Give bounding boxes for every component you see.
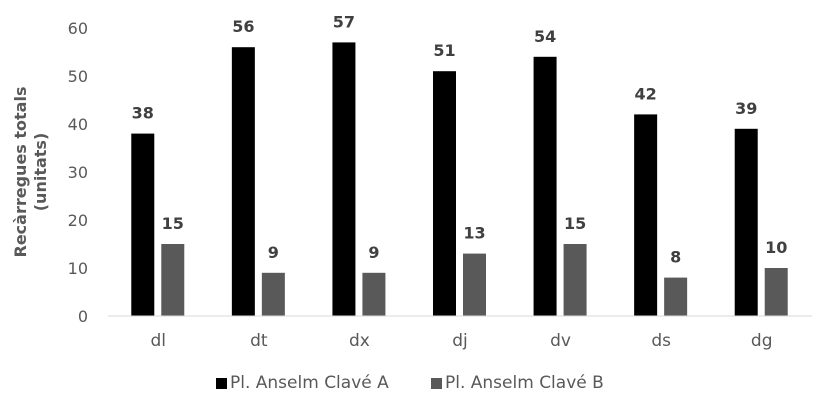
data-label-series-2: 8 [670, 248, 681, 267]
bar-series-1 [734, 128, 758, 316]
data-label-series-2: 15 [564, 214, 586, 233]
data-label-series-1: 54 [534, 27, 556, 46]
x-tick-label: dx [349, 331, 370, 351]
x-axis-tick-labels: dl dt dx dj dv ds dg [151, 331, 773, 351]
y-axis-ticks: 0 10 20 30 40 50 60 [68, 19, 88, 326]
data-label-series-2: 15 [162, 214, 184, 233]
legend-swatch-series-1 [216, 378, 227, 389]
data-label-series-1: 57 [333, 12, 355, 31]
bar-series-1 [634, 114, 658, 317]
y-tick-label: 50 [68, 67, 88, 86]
y-axis-title-line-2: (unitats) [31, 133, 50, 212]
bar-series-1 [131, 133, 155, 316]
bar-series-1 [231, 47, 255, 316]
y-tick-label: 10 [68, 259, 88, 278]
bar-series-1 [533, 56, 557, 317]
legend-label-series-2: Pl. Anselm Clavé B [445, 373, 604, 393]
y-tick-label: 60 [68, 19, 88, 38]
x-tick-label: dg [751, 331, 773, 351]
data-label-series-1: 56 [232, 17, 254, 36]
bar-series-2 [764, 268, 788, 316]
y-tick-label: 20 [68, 211, 88, 230]
y-tick-label: 30 [68, 163, 88, 182]
data-labels: 38 15 56 9 57 9 51 13 54 15 42 8 39 10 [132, 12, 788, 266]
bar-series-2 [362, 272, 386, 316]
data-label-series-1: 39 [735, 99, 757, 118]
x-tick-label: dv [550, 331, 571, 351]
y-tick-label: 0 [78, 307, 88, 326]
bar-series-2 [563, 244, 587, 316]
x-tick-label: dl [151, 331, 167, 351]
x-tick-label: ds [651, 331, 671, 351]
y-axis-title-line-1: Recàrregues totals [11, 87, 30, 258]
legend-label-series-1: Pl. Anselm Clavé A [230, 373, 389, 393]
y-axis-title: Recàrregues totals (unitats) [11, 87, 50, 258]
bars [131, 42, 788, 317]
legend: Pl. Anselm Clavé A Pl. Anselm Clavé B [216, 373, 604, 393]
y-tick-label: 40 [68, 115, 88, 134]
x-tick-label: dj [452, 331, 468, 351]
data-label-series-2: 10 [765, 238, 787, 257]
legend-swatch-series-2 [431, 378, 442, 389]
data-label-series-1: 42 [635, 84, 657, 103]
data-label-series-2: 9 [368, 243, 379, 262]
bar-series-2 [161, 244, 185, 316]
bar-series-1 [332, 42, 356, 317]
bar-series-1 [433, 71, 456, 316]
data-label-series-2: 9 [268, 243, 279, 262]
data-label-series-1: 38 [132, 104, 154, 123]
data-label-series-2: 13 [463, 224, 485, 243]
data-label-series-1: 51 [433, 41, 455, 60]
bar-series-2 [463, 253, 486, 316]
x-tick-label: dt [250, 331, 268, 351]
bar-series-2 [261, 272, 285, 316]
bar-series-2 [664, 277, 688, 316]
